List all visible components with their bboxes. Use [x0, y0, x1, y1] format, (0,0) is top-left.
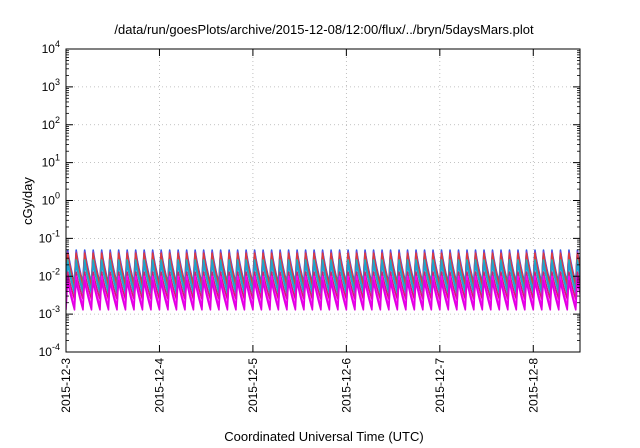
x-tick-label: 2015-12-3	[59, 358, 73, 413]
x-tick-label: 2015-12-7	[433, 358, 447, 413]
x-axis-label: Coordinated Universal Time (UTC)	[224, 429, 423, 444]
y-tick-label: 10-3	[39, 304, 60, 321]
y-tick-label: 10-1	[39, 228, 60, 245]
y-tick-label: 10-4	[39, 342, 60, 359]
x-tick-labels: 2015-12-3 2015-12-4 2015-12-5 2015-12-6 2015…	[59, 49, 540, 413]
series-line	[66, 275, 580, 308]
y-tick-label: 100	[42, 191, 60, 208]
series-group	[66, 249, 580, 311]
x-tick-label: 2015-12-6	[339, 358, 353, 413]
x-tick-label: 2015-12-8	[526, 358, 540, 413]
y-tick-label: 101	[42, 153, 60, 170]
y-tick-label: 103	[42, 77, 60, 94]
y-tick-labels: 10-4 10-3 10-2 10-1 100 101 102 103 104	[39, 39, 580, 359]
y-tick-label: 10-2	[39, 266, 60, 283]
y-tick-label: 104	[42, 39, 60, 56]
y-tick-label: 102	[42, 115, 60, 132]
series-line	[66, 262, 580, 295]
series-line	[66, 252, 580, 287]
series-line	[66, 271, 580, 300]
series-line	[66, 279, 580, 311]
x-tick-label: 2015-12-4	[152, 358, 166, 413]
y-axis-label: cGy/day	[20, 177, 35, 225]
x-tick-label: 2015-12-5	[246, 358, 260, 413]
chart-title: /data/run/goesPlots/archive/2015-12-08/1…	[114, 22, 534, 37]
